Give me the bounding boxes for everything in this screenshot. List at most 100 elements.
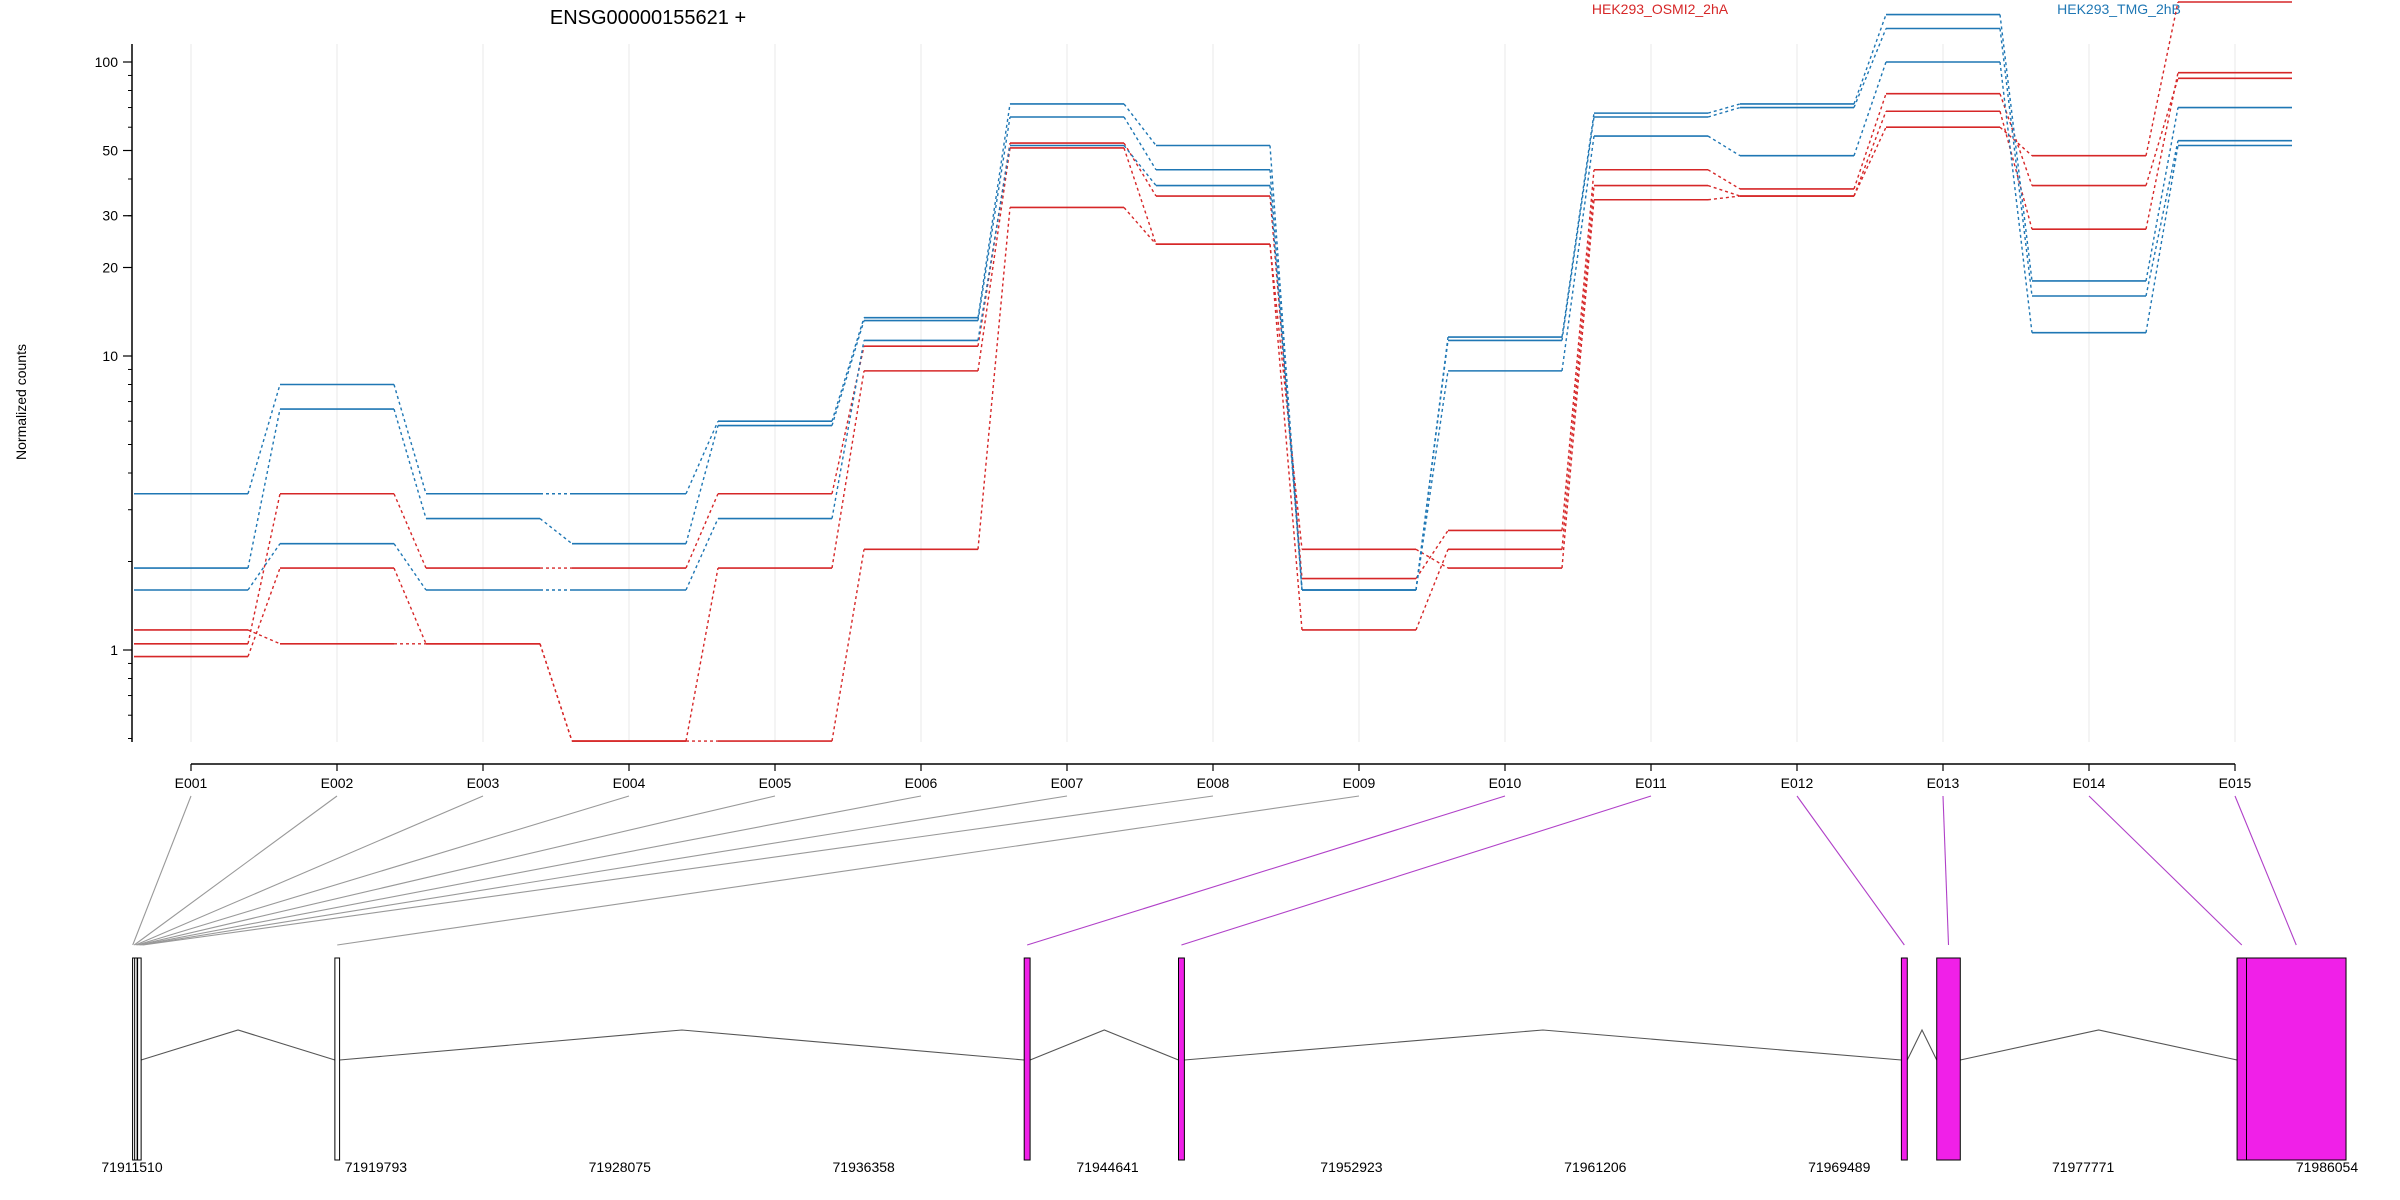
series-transition xyxy=(831,317,865,422)
genomic-coordinate-71986054: 71986054 xyxy=(2296,1159,2359,1175)
vertical-gridlines xyxy=(190,44,2236,742)
series-transition xyxy=(2145,78,2179,186)
series-transition xyxy=(247,567,281,657)
y-tick-label-50: 50 xyxy=(102,143,118,159)
connector-e007 xyxy=(141,795,1068,946)
series-transition xyxy=(1269,244,1303,550)
series-transition xyxy=(1853,61,1887,156)
series-transition xyxy=(1561,116,1595,341)
series-transition xyxy=(1707,135,1741,157)
x-tick-label-e012: E012 xyxy=(1781,775,1814,791)
series-transition xyxy=(1707,106,1741,118)
series-transition xyxy=(1853,93,1887,190)
exon-counted xyxy=(2236,957,2247,1161)
intron xyxy=(1029,1029,1179,1061)
exon-noncoding xyxy=(334,957,341,1161)
series-transition xyxy=(1707,169,1741,190)
series-transition xyxy=(1853,126,1887,197)
series-hek293_tmg_2hb-5 xyxy=(134,61,2292,591)
connector-e002 xyxy=(133,795,338,946)
x-tick-label-e001: E001 xyxy=(175,775,208,791)
series-transition xyxy=(685,567,719,742)
series-transition xyxy=(1999,93,2033,186)
series-transition xyxy=(247,384,281,494)
genomic-coordinate-71936358: 71936358 xyxy=(833,1159,896,1175)
series-transition xyxy=(831,340,865,519)
series-transition xyxy=(393,408,427,519)
series-transition xyxy=(1415,530,1449,579)
series-transition xyxy=(1853,14,1887,105)
series-transition xyxy=(1561,185,1595,550)
series-transition xyxy=(831,549,865,742)
series-transition xyxy=(1707,195,1741,201)
series-transition xyxy=(2145,140,2179,297)
series-transition xyxy=(393,567,427,645)
exon-counted xyxy=(1936,957,1961,1161)
connector-e001 xyxy=(132,795,192,946)
series-transition xyxy=(977,145,1011,341)
connector-e003 xyxy=(135,795,484,946)
series-transition xyxy=(247,629,281,645)
x-tick-label-e008: E008 xyxy=(1197,775,1230,791)
series-transition xyxy=(1415,549,1449,631)
y-axis: 1 10 20 30 50 100 xyxy=(95,44,133,742)
x-tick-label-e009: E009 xyxy=(1343,775,1376,791)
exon-noncoding xyxy=(137,957,142,1161)
series-transition xyxy=(1123,116,1157,171)
series-transition xyxy=(1561,169,1595,531)
series-transition xyxy=(1123,142,1157,197)
x-tick-label-e004: E004 xyxy=(613,775,646,791)
connector-e015 xyxy=(2234,795,2297,946)
series-transition xyxy=(2145,1,2179,156)
x-tick-label-e003: E003 xyxy=(467,775,500,791)
series-transition xyxy=(539,517,573,545)
y-axis-label: Normalized counts xyxy=(13,344,29,460)
genomic-coordinate-71944641: 71944641 xyxy=(1076,1159,1139,1175)
y-tick-label-10: 10 xyxy=(102,348,118,364)
y-tick-label-30: 30 xyxy=(102,208,118,224)
series-transition xyxy=(1999,28,2033,297)
intron xyxy=(1184,1029,1902,1061)
connector-e014 xyxy=(2088,795,2243,946)
connector-e013 xyxy=(1942,795,1950,946)
connector-e006 xyxy=(139,795,922,946)
y-tick-label-1: 1 xyxy=(110,642,118,658)
series-transition xyxy=(1999,14,2033,282)
x-axis: E001 E002 E003 E004 E005 E006 E007 E008 E009 E010… xyxy=(175,763,2252,791)
series-transition xyxy=(977,207,1011,550)
series-lines xyxy=(134,1,2292,742)
x-tick-label-e011: E011 xyxy=(1635,775,1667,791)
series-transition xyxy=(1561,199,1595,569)
series-transition xyxy=(2145,72,2179,230)
series-transition xyxy=(2145,107,2179,282)
series-transition xyxy=(1123,207,1157,245)
series-transition xyxy=(1269,185,1303,591)
exon-counted xyxy=(1023,957,1031,1161)
connector-e011 xyxy=(1181,795,1652,946)
series-transition xyxy=(685,493,719,569)
x-tick-label-e014: E014 xyxy=(2073,775,2106,791)
connector-e004 xyxy=(136,795,630,946)
x-tick-label-e005: E005 xyxy=(759,775,792,791)
intron xyxy=(140,1029,336,1061)
series-transition xyxy=(977,116,1011,321)
x-tick-label-e006: E006 xyxy=(905,775,938,791)
series-transition xyxy=(1123,145,1157,186)
series-transition xyxy=(831,320,865,426)
intron xyxy=(339,1029,1025,1061)
series-transition xyxy=(1415,370,1449,591)
series-hek293_osmi2_2ha-2 xyxy=(134,1,2292,742)
intron xyxy=(1960,1029,2238,1061)
x-tick-label-e002: E002 xyxy=(321,775,354,791)
series-transition xyxy=(1853,110,1887,197)
series-transition xyxy=(393,384,427,494)
series-transition xyxy=(539,643,573,742)
series-transition xyxy=(1123,147,1157,245)
series-transition xyxy=(1707,103,1741,114)
genomic-coordinate-axis: 71911510 71919793 71928075 71936358 71944641… xyxy=(101,1159,2358,1175)
exon-noncoding xyxy=(134,957,138,1161)
legend-label-osmi: HEK293_OSMI2_2hA xyxy=(1592,1,1729,17)
connector-e005 xyxy=(138,795,776,946)
exon-connectors xyxy=(132,795,2297,946)
